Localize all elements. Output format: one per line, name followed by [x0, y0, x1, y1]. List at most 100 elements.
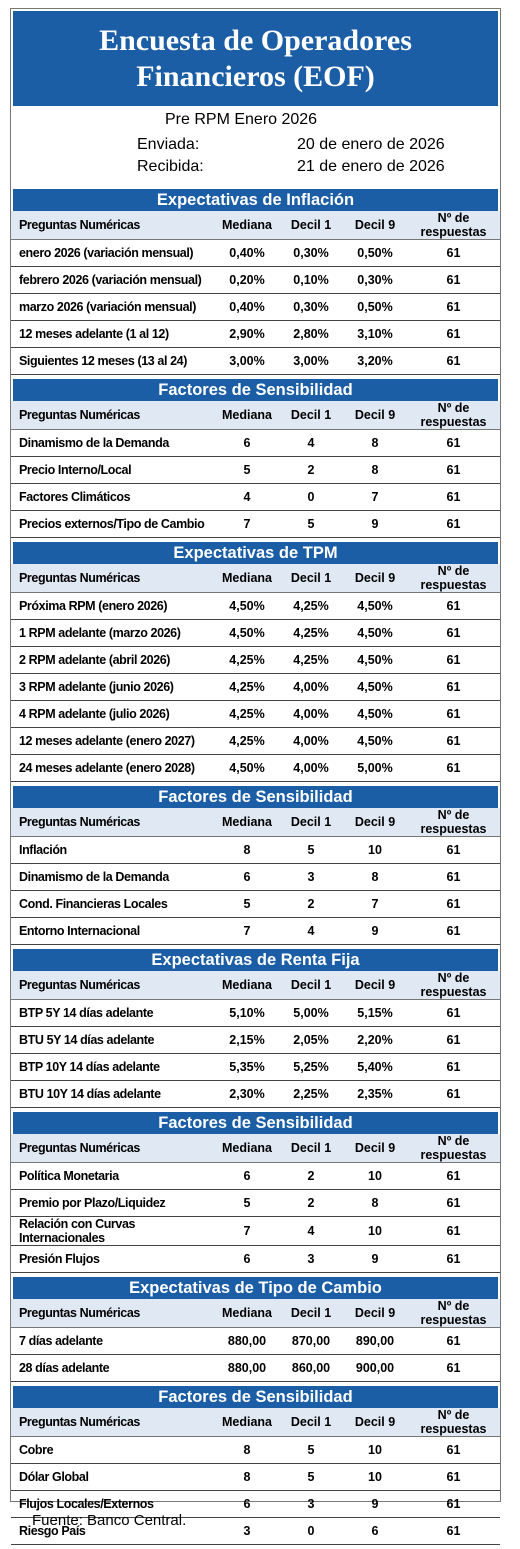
row-value: 3 [279, 1490, 343, 1518]
section-2: Expectativas de TPM Preguntas Numéricas Me… [11, 542, 500, 782]
column-header: Mediana [215, 971, 279, 1000]
row-value: 4,50% [343, 646, 407, 674]
row-label: 3 RPM adelante (junio 2026) [11, 673, 215, 701]
row-value: 8 [215, 836, 279, 864]
row-value: 8 [215, 1463, 279, 1491]
survey-meta: Pre RPM Enero 2026 Enviada: 20 de enero … [11, 107, 500, 189]
row-value: 61 [407, 456, 500, 484]
row-value: 61 [407, 727, 500, 755]
table-row: Dólar Global 8 5 10 61 [11, 1463, 500, 1491]
column-header: Decil 9 [343, 1134, 407, 1163]
table-row: 24 meses adelante (enero 2028) 4,50% 4,00%… [11, 754, 500, 782]
row-value: 6 [215, 1490, 279, 1518]
table-row: Cobre 8 5 10 61 [11, 1436, 500, 1464]
row-value: 9 [343, 1245, 407, 1273]
row-value: 61 [407, 999, 500, 1027]
row-value: 3 [279, 863, 343, 891]
section-3: Factores de Sensibilidad Preguntas Numéri… [11, 786, 500, 945]
row-value: 61 [407, 592, 500, 620]
row-value: 61 [407, 1517, 500, 1545]
row-value: 61 [407, 1080, 500, 1108]
row-value: 61 [407, 1189, 500, 1217]
row-label: febrero 2026 (variación mensual) [11, 266, 215, 294]
column-header: Nº de respuestas [407, 1134, 500, 1163]
table-row: enero 2026 (variación mensual) 0,40% 0,30%… [11, 239, 500, 267]
row-value: 61 [407, 673, 500, 701]
column-header-question: Preguntas Numéricas [11, 971, 215, 1000]
table-row: 1 RPM adelante (marzo 2026) 4,50% 4,25% 4,5… [11, 619, 500, 647]
row-value: 61 [407, 1053, 500, 1081]
column-header: Decil 9 [343, 401, 407, 430]
column-header: Decil 9 [343, 971, 407, 1000]
row-label: Siguientes 12 meses (13 al 24) [11, 347, 215, 375]
row-value: 61 [407, 1216, 500, 1246]
survey-card: Encuesta de Operadores Financieros (EOF)… [10, 8, 501, 1545]
row-value: 5 [279, 1463, 343, 1491]
table-row: Dinamismo de la Demanda 6 4 8 61 [11, 429, 500, 457]
column-header: Decil 1 [279, 971, 343, 1000]
row-value: 4 [279, 429, 343, 457]
row-value: 61 [407, 1436, 500, 1464]
row-value: 5,10% [215, 999, 279, 1027]
row-value: 5 [279, 836, 343, 864]
column-header: Mediana [215, 564, 279, 593]
column-header-question: Preguntas Numéricas [11, 1299, 215, 1328]
row-value: 4,50% [215, 619, 279, 647]
survey-subtitle: Pre RPM Enero 2026 [165, 111, 318, 128]
row-value: 0,20% [215, 266, 279, 294]
row-value: 5 [215, 1189, 279, 1217]
section-table: Preguntas Numéricas Mediana Decil 1 Decil 9… [11, 211, 500, 375]
section-heading: Factores de Sensibilidad [13, 1386, 498, 1408]
row-value: 61 [407, 700, 500, 728]
section-5: Factores de Sensibilidad Preguntas Numéri… [11, 1112, 500, 1273]
table-header-row: Preguntas Numéricas Mediana Decil 1 Decil 9… [11, 1134, 500, 1163]
table-row: BTU 10Y 14 días adelante 2,30% 2,25% 2,35% 6… [11, 1080, 500, 1108]
column-header: Mediana [215, 211, 279, 240]
column-header: Decil 9 [343, 808, 407, 837]
row-value: 0,50% [343, 239, 407, 267]
row-value: 61 [407, 863, 500, 891]
column-header: Nº de respuestas [407, 211, 500, 240]
row-value: 5,15% [343, 999, 407, 1027]
table-row: Precio Interno/Local 5 2 8 61 [11, 456, 500, 484]
table-row: Factores Climáticos 4 0 7 61 [11, 483, 500, 511]
section-heading: Expectativas de Tipo de Cambio [13, 1277, 498, 1299]
column-header: Nº de respuestas [407, 1299, 500, 1328]
row-value: 0,10% [279, 266, 343, 294]
row-value: 4,25% [215, 700, 279, 728]
table-header-row: Preguntas Numéricas Mediana Decil 1 Decil 9… [11, 564, 500, 593]
table-row: 2 RPM adelante (abril 2026) 4,25% 4,25% 4,5… [11, 646, 500, 674]
column-header-question: Preguntas Numéricas [11, 1134, 215, 1163]
row-value: 9 [343, 510, 407, 538]
table-row: 7 días adelante 880,00 870,00 890,00 61 [11, 1327, 500, 1355]
row-value: 5 [279, 510, 343, 538]
row-label: marzo 2026 (variación mensual) [11, 293, 215, 321]
section-table: Preguntas Numéricas Mediana Decil 1 Decil 9… [11, 971, 500, 1108]
table-header-row: Preguntas Numéricas Mediana Decil 1 Decil 9… [11, 971, 500, 1000]
row-value: 2,80% [279, 320, 343, 348]
row-label: Inflación [11, 836, 215, 864]
row-value: 3 [215, 1517, 279, 1545]
column-header: Decil 1 [279, 211, 343, 240]
title-banner: Encuesta de Operadores Financieros (EOF) [13, 11, 498, 106]
row-value: 7 [215, 510, 279, 538]
row-value: 2,15% [215, 1026, 279, 1054]
table-row: 12 meses adelante (1 al 12) 2,90% 2,80% 3,1… [11, 320, 500, 348]
row-value: 4,50% [215, 754, 279, 782]
source-footnote: Fuente: Banco Central. [32, 1512, 187, 1529]
table-row: BTP 5Y 14 días adelante 5,10% 5,00% 5,15% 61 [11, 999, 500, 1027]
table-header-row: Preguntas Numéricas Mediana Decil 1 Decil 9… [11, 401, 500, 430]
row-value: 8 [343, 429, 407, 457]
table-row: 3 RPM adelante (junio 2026) 4,25% 4,00% 4,5… [11, 673, 500, 701]
column-header: Nº de respuestas [407, 971, 500, 1000]
row-value: 7 [343, 483, 407, 511]
row-value: 7 [215, 1216, 279, 1246]
row-value: 61 [407, 836, 500, 864]
row-label: Premio por Plazo/Liquidez [11, 1189, 215, 1217]
row-value: 0,30% [279, 239, 343, 267]
row-value: 4,25% [215, 727, 279, 755]
row-value: 61 [407, 429, 500, 457]
table-header-row: Preguntas Numéricas Mediana Decil 1 Decil 9… [11, 1299, 500, 1328]
row-value: 2 [279, 1162, 343, 1190]
row-value: 4,50% [343, 727, 407, 755]
